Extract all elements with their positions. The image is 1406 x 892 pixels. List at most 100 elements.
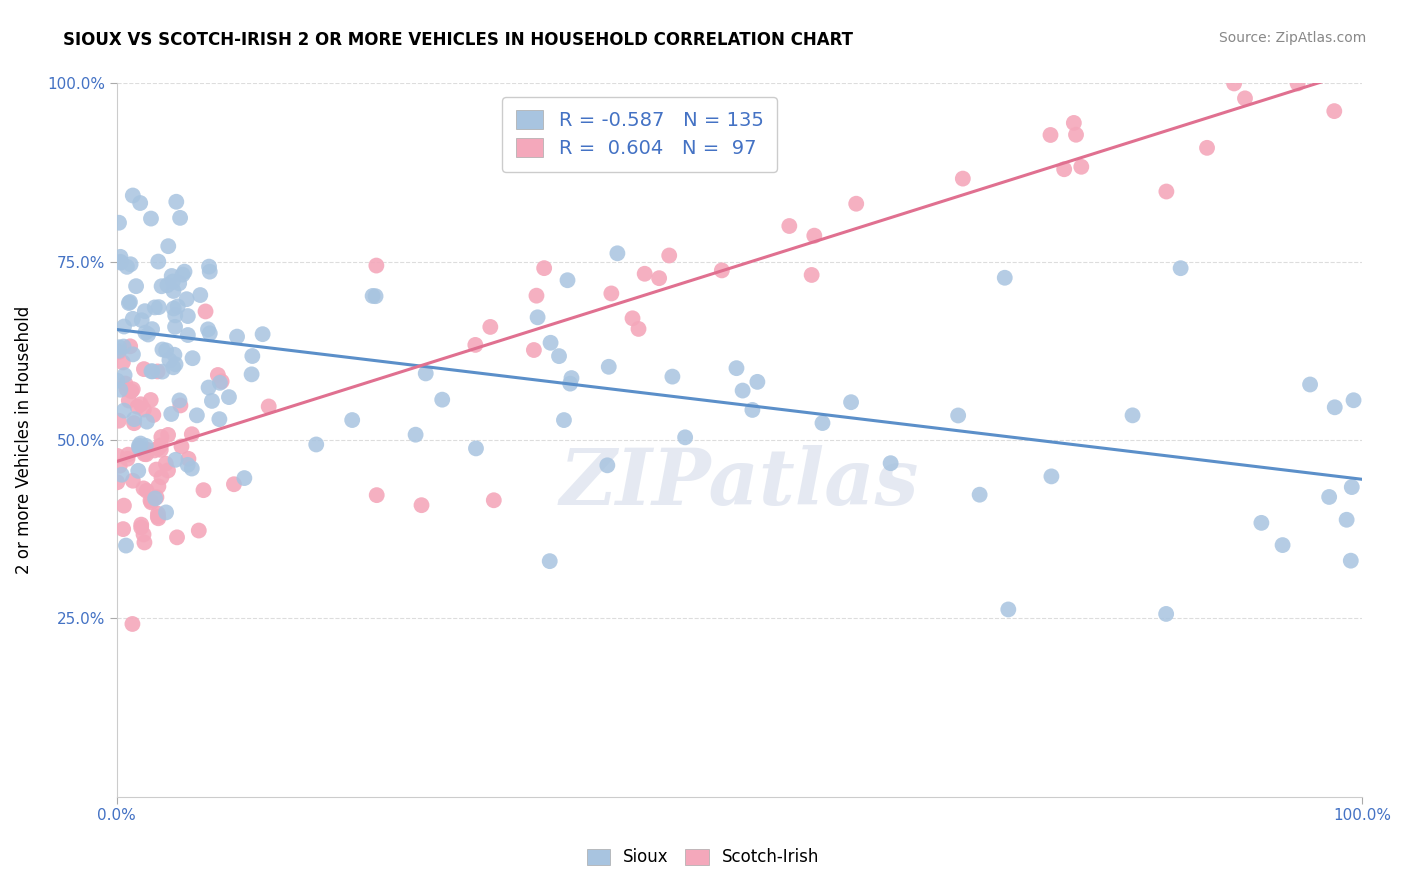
Point xyxy=(108,216,131,230)
Point xyxy=(122,347,145,361)
Point xyxy=(553,413,575,427)
Point xyxy=(193,483,215,498)
Point xyxy=(163,348,186,362)
Point xyxy=(108,343,131,358)
Point xyxy=(252,327,274,342)
Point xyxy=(188,288,211,302)
Point xyxy=(240,349,263,363)
Point xyxy=(132,402,155,417)
Point xyxy=(1063,116,1085,130)
Point xyxy=(725,361,748,376)
Point xyxy=(117,448,139,462)
Point xyxy=(110,254,132,268)
Text: SIOUX VS SCOTCH-IRISH 2 OR MORE VEHICLES IN HOUSEHOLD CORRELATION CHART: SIOUX VS SCOTCH-IRISH 2 OR MORE VEHICLES… xyxy=(63,31,853,49)
Point xyxy=(1336,513,1358,527)
Point xyxy=(127,400,149,414)
Point xyxy=(112,340,135,354)
Point xyxy=(108,458,131,473)
Point xyxy=(177,328,200,343)
Point xyxy=(155,505,177,519)
Point xyxy=(177,451,200,466)
Point xyxy=(125,279,148,293)
Point xyxy=(143,443,166,458)
Point xyxy=(114,368,136,383)
Point xyxy=(176,458,198,472)
Point xyxy=(121,474,143,488)
Point xyxy=(627,322,650,336)
Point xyxy=(135,447,157,461)
Point xyxy=(1064,128,1087,142)
Point xyxy=(464,338,486,352)
Point xyxy=(148,511,170,525)
Point xyxy=(198,326,221,341)
Point xyxy=(661,369,683,384)
Point xyxy=(139,211,162,226)
Text: ZIPatlas: ZIPatlas xyxy=(560,444,920,521)
Point xyxy=(148,254,170,268)
Point xyxy=(207,368,229,382)
Point xyxy=(150,279,173,293)
Point xyxy=(112,522,135,536)
Point xyxy=(560,376,582,391)
Point xyxy=(115,382,138,396)
Point xyxy=(114,376,136,391)
Point xyxy=(141,364,163,378)
Point xyxy=(112,319,135,334)
Legend: R = -0.587   N = 135, R =  0.604   N =  97: R = -0.587 N = 135, R = 0.604 N = 97 xyxy=(502,96,778,171)
Point xyxy=(162,284,184,298)
Point xyxy=(110,383,132,397)
Point xyxy=(163,301,186,316)
Point xyxy=(1070,160,1092,174)
Point xyxy=(598,359,620,374)
Point xyxy=(132,527,155,541)
Point xyxy=(465,442,488,456)
Point xyxy=(129,520,152,534)
Point xyxy=(157,239,180,253)
Point xyxy=(169,211,191,225)
Point xyxy=(218,390,240,404)
Point xyxy=(129,517,152,532)
Point xyxy=(621,311,644,326)
Point xyxy=(156,463,179,477)
Point xyxy=(969,488,991,502)
Legend: Sioux, Scotch-Irish: Sioux, Scotch-Irish xyxy=(579,842,827,873)
Point xyxy=(1223,77,1246,91)
Point xyxy=(1233,91,1256,105)
Point xyxy=(194,304,217,318)
Point xyxy=(187,524,209,538)
Point xyxy=(165,319,187,334)
Point xyxy=(432,392,454,407)
Point xyxy=(156,278,179,293)
Point xyxy=(146,442,169,456)
Point xyxy=(673,430,696,444)
Point xyxy=(132,362,155,376)
Point xyxy=(540,335,562,350)
Point xyxy=(361,289,384,303)
Point xyxy=(222,477,245,491)
Point xyxy=(105,475,128,490)
Point xyxy=(157,428,180,442)
Point xyxy=(731,384,754,398)
Point xyxy=(340,413,363,427)
Point xyxy=(135,439,157,453)
Point xyxy=(134,304,156,318)
Point xyxy=(482,493,505,508)
Point xyxy=(170,439,193,453)
Point xyxy=(111,355,134,369)
Point xyxy=(134,447,156,461)
Point xyxy=(110,250,132,264)
Point xyxy=(596,458,619,473)
Point xyxy=(1170,261,1192,276)
Point xyxy=(201,393,224,408)
Point xyxy=(162,275,184,289)
Point xyxy=(165,452,187,467)
Point xyxy=(181,351,204,366)
Point xyxy=(146,509,169,524)
Point xyxy=(415,367,437,381)
Point xyxy=(105,374,128,388)
Point xyxy=(149,442,172,457)
Point xyxy=(994,270,1017,285)
Point xyxy=(160,407,183,421)
Point xyxy=(118,296,141,310)
Point xyxy=(141,322,163,336)
